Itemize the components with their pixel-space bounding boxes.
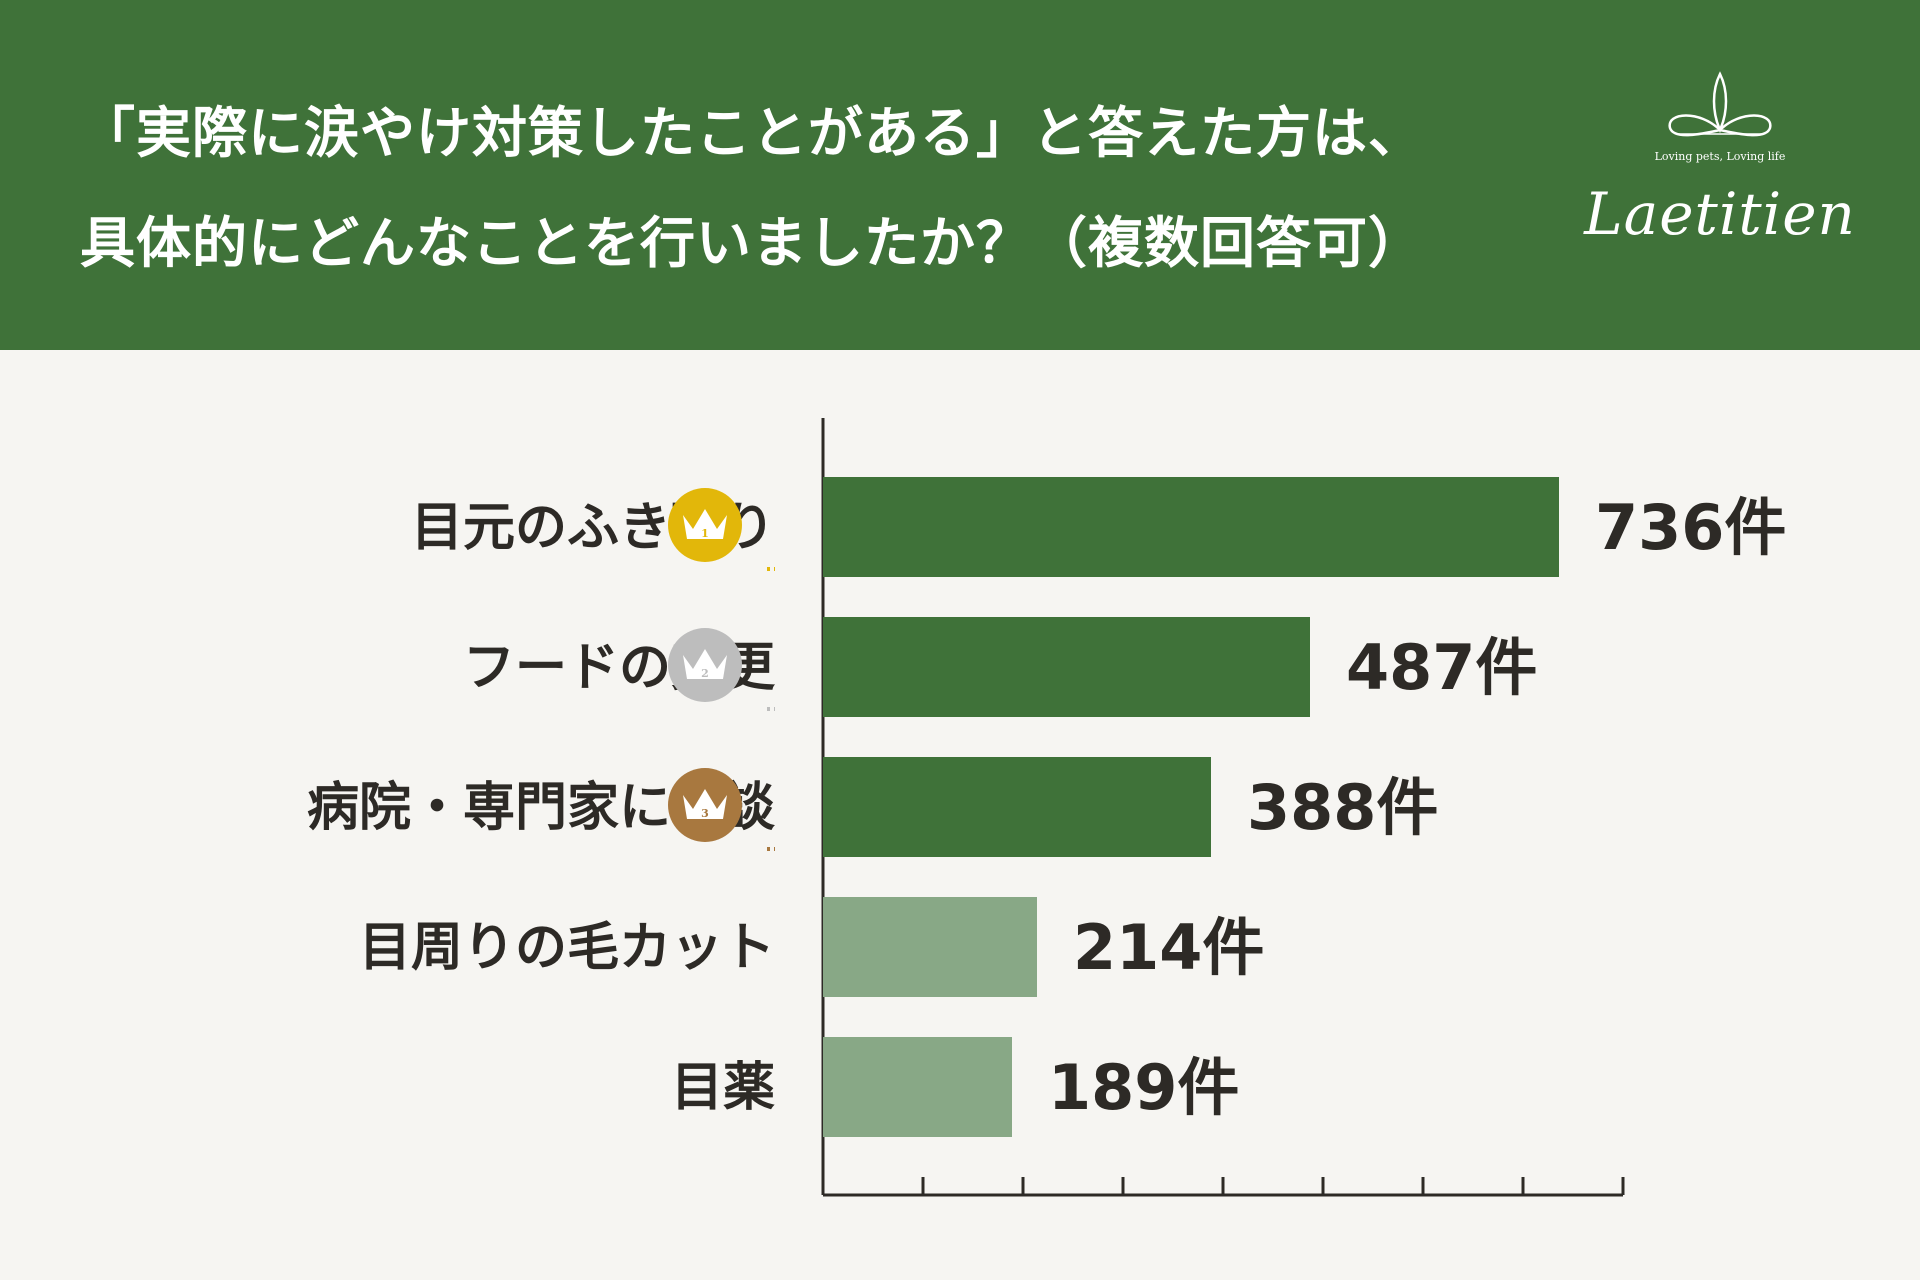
logo-wordmark: Laetitien <box>1584 180 1856 248</box>
brand-logo: Loving pets, Loving life Laetitien <box>1580 70 1860 290</box>
bar-chart-svg: 736件目元のふき取り1487件フードの変更2388件病院・専門家に相談3214… <box>307 418 1786 1197</box>
category-label: 目薬 <box>671 1058 775 1118</box>
value-label: 388件 <box>1247 771 1438 844</box>
crown-icon <box>683 789 727 819</box>
rank-number: 3 <box>701 807 709 820</box>
rank-number: 1 <box>701 527 709 540</box>
logo-ornament-icon <box>1668 71 1772 137</box>
bar <box>823 617 1310 717</box>
bar <box>823 757 1211 857</box>
value-label: 487件 <box>1346 631 1537 704</box>
logo-tagline: Loving pets, Loving life <box>1654 150 1786 163</box>
rank-number: 2 <box>701 667 709 680</box>
bar <box>823 1037 1012 1137</box>
bar <box>823 477 1559 577</box>
bar-chart: 736件 目元のふき取り 1 487件 フードの変更 2 388件 病院・専門家に相談 3 214… <box>0 350 1920 1280</box>
category-label: 目周りの毛カット <box>359 918 775 978</box>
crown-icon <box>683 649 727 679</box>
bar <box>823 897 1037 997</box>
title-banner: 「実際に涙やけ対策したことがある」と答えた方は、 具体的にどんなことを行いました… <box>0 0 1920 350</box>
crown-icon <box>683 509 727 539</box>
value-label: 736件 <box>1595 491 1786 564</box>
value-label: 214件 <box>1073 911 1264 984</box>
title-line-1: 「実際に涙やけ対策したことがある」と答えた方は、 <box>80 101 1425 165</box>
value-label: 189件 <box>1048 1051 1239 1124</box>
title-line-2: 具体的にどんなことを行いましたか？（複数回答可） <box>80 211 1425 275</box>
